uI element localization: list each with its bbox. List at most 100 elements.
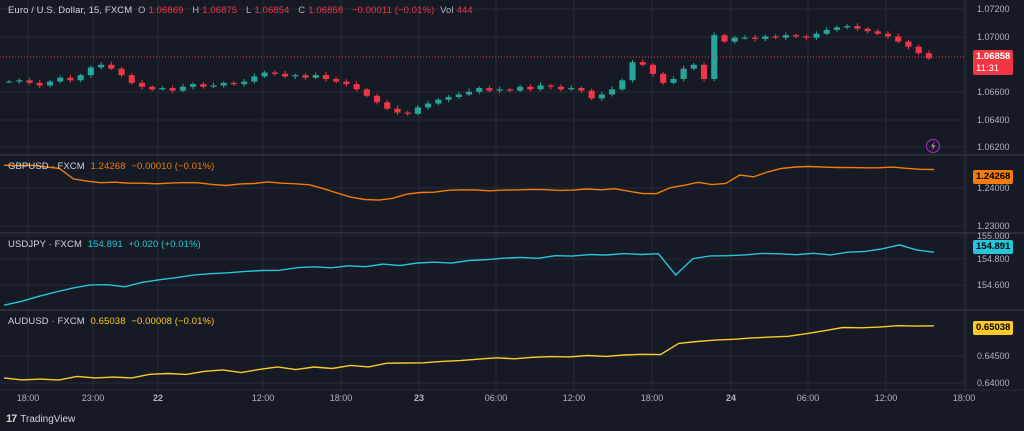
candle-body	[792, 35, 800, 37]
volume-label: Vol	[440, 5, 454, 16]
symbol-title[interactable]: Euro / U.S. Dollar, 15, FXCM	[8, 5, 133, 16]
candle-body	[6, 81, 13, 83]
candle-body	[281, 73, 289, 77]
candle-body	[200, 84, 207, 87]
candle-body	[476, 88, 483, 92]
candle-body	[190, 84, 197, 87]
candle-body	[363, 89, 370, 96]
price-tick-label: 1.24000	[977, 183, 1010, 193]
price-tick-label: 1.06600	[977, 87, 1010, 97]
candle-body	[36, 82, 43, 86]
time-tick-label: 12:00	[252, 393, 275, 403]
low-label: L	[246, 5, 252, 16]
price-tick-label: 1.06400	[977, 115, 1010, 125]
candle-body	[67, 77, 74, 81]
candle-body	[486, 88, 493, 91]
audusd-value: 0.65038	[90, 316, 126, 327]
candle-body	[660, 73, 667, 83]
time-tick-label: 18:00	[17, 393, 40, 403]
price-badge-value: 1.06858	[976, 51, 1011, 62]
gbpusd-change: −0.00010 (−0.01%)	[131, 161, 215, 172]
time-axis[interactable]: 18:00 23:00 22 12:00 18:00 23 06:00 12:00 18:00 2…	[17, 393, 976, 403]
candle-body	[445, 97, 452, 100]
candle-body	[322, 75, 329, 79]
candle-body	[670, 79, 677, 83]
candle-body	[884, 33, 892, 37]
candle-body	[251, 76, 258, 82]
candle-body	[455, 94, 462, 98]
candle-body	[465, 91, 473, 95]
candle-body	[915, 46, 922, 54]
candle-body	[700, 64, 708, 79]
change-value: −0.00011 (−0.01%)	[352, 5, 435, 16]
candle-body	[404, 112, 411, 114]
candle-body	[731, 37, 738, 42]
candle-body	[343, 81, 350, 85]
candle-body	[77, 75, 84, 81]
gbpusd-legend: GBPUSD · FXCM 1.24268 −0.00010 (−0.01%)	[8, 161, 217, 172]
countdown-timer: 11:31	[976, 63, 1000, 74]
price-badge: 1.06858 11:31	[973, 50, 1014, 75]
gbpusd-title[interactable]: GBPUSD · FXCM	[8, 161, 85, 172]
gbpusd-value: 1.24268	[90, 161, 126, 172]
candle-body	[394, 108, 401, 113]
candle-body	[271, 72, 278, 74]
time-tick-label: 06:00	[797, 393, 820, 403]
candle-body	[425, 103, 432, 108]
audusd-badge: 0.65038	[973, 321, 1014, 335]
candle-body	[537, 85, 544, 90]
tradingview-logo[interactable]: 17 TradingView	[6, 413, 75, 425]
time-tick-label: 12:00	[563, 393, 586, 403]
usdjpy-value: 154.891	[87, 239, 123, 250]
candle-body	[874, 31, 881, 34]
audusd-legend: AUDUSD · FXCM 0.65038 −0.00008 (−0.01%)	[8, 316, 217, 327]
gbpusd-badge: 1.24268	[973, 170, 1014, 184]
candle-body	[629, 62, 636, 81]
price-axis[interactable]: 1.07200 1.07000 1.06600 1.06400 1.06200 1.240…	[977, 4, 1010, 388]
high-label: H	[192, 5, 200, 16]
candle-body	[844, 26, 851, 28]
usdjpy-line	[3, 244, 935, 306]
candle-body	[496, 89, 503, 91]
candle-body	[813, 33, 820, 38]
candle-body	[159, 88, 166, 90]
usdjpy-legend: USDJPY · FXCM 154.891 +0.020 (+0.01%)	[8, 239, 204, 250]
price-tick-label: 154.800	[977, 254, 1010, 264]
low-value: 1.06854	[254, 5, 290, 16]
candle-body	[261, 72, 268, 77]
price-tick-label: 1.23000	[977, 221, 1010, 231]
usdjpy-badge: 154.891	[973, 240, 1014, 254]
tradingview-icon: 17	[6, 413, 17, 425]
lightning-icon[interactable]	[925, 138, 941, 154]
candle-body	[108, 64, 115, 69]
price-tick-label: 154.600	[977, 280, 1010, 290]
candle-body	[557, 86, 565, 90]
candle-body	[864, 28, 871, 32]
pane-separators	[0, 0, 1024, 391]
usdjpy-title[interactable]: USDJPY · FXCM	[8, 239, 82, 250]
candle-body	[118, 68, 125, 76]
candle-body	[823, 29, 830, 34]
audusd-title[interactable]: AUDUSD · FXCM	[8, 316, 85, 327]
price-tick-label: 155.000	[977, 231, 1010, 241]
gbpusd-line	[3, 164, 935, 201]
candle-body	[57, 77, 64, 82]
time-tick-label: 18:00	[330, 393, 353, 403]
candle-body	[527, 86, 534, 90]
candle-body	[905, 41, 912, 47]
candle-body	[26, 80, 33, 83]
candle-body	[302, 75, 309, 78]
candle-body	[312, 75, 319, 78]
candle-body	[46, 81, 54, 86]
candle-body	[639, 62, 646, 65]
candle-body	[833, 27, 840, 30]
candle-body	[87, 67, 94, 76]
candle-body	[578, 88, 585, 91]
candle-body	[568, 88, 575, 90]
candle-body	[179, 86, 186, 91]
candle-body	[609, 89, 616, 95]
candle-body	[588, 90, 595, 99]
time-tick-label: 23:00	[82, 393, 105, 403]
